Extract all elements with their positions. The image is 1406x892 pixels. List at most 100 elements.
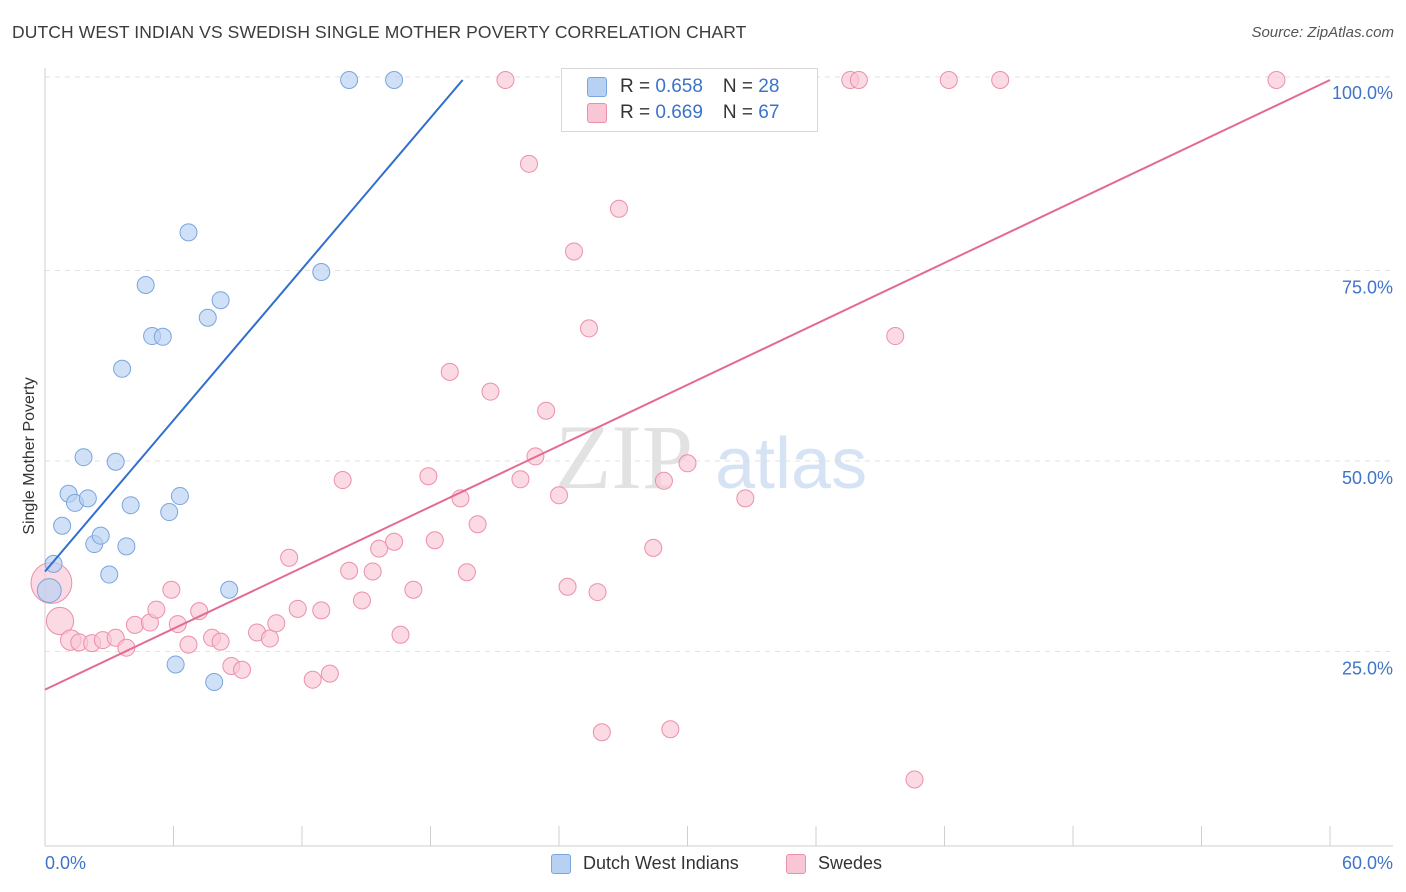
swedes-point <box>537 401 556 420</box>
swedes-point <box>905 770 924 789</box>
stats-legend: R = 0.658 N = 28 R = 0.669 N = 67 <box>561 68 818 132</box>
y-tick-label: 50.0% <box>1342 468 1393 488</box>
swedes-point <box>333 471 352 490</box>
dutch-west-indians-point <box>153 327 172 346</box>
stats-r-label: R = <box>620 102 656 123</box>
swedes-point <box>592 723 611 742</box>
dutch-west-indians-point <box>340 71 359 89</box>
dutch-west-indians-point <box>312 263 331 282</box>
stats-row-blue: R = 0.658 N = 28 <box>587 74 780 100</box>
dutch-west-indians-point <box>117 537 136 556</box>
stats-swatch-blue <box>587 77 607 97</box>
dutch-west-indians-point <box>166 655 185 674</box>
swedes-point <box>991 71 1010 89</box>
chart-title: DUTCH WEST INDIAN VS SWEDISH SINGLE MOTH… <box>12 22 747 42</box>
swedes-point <box>550 486 568 505</box>
swedes-point <box>179 635 198 654</box>
swedes-point <box>644 538 663 557</box>
swedes-point <box>340 561 359 580</box>
swedes-point <box>678 454 697 473</box>
dutch-west-indians-point <box>385 71 404 89</box>
legend-swatch-pink <box>786 853 806 874</box>
dutch-west-indians-point <box>113 359 132 378</box>
legend-item-dutch-west-indians[interactable]: Dutch West Indians <box>551 853 739 874</box>
swedes-point <box>440 362 459 381</box>
legend-label: Swedes <box>818 853 883 873</box>
stats-n-value: 28 <box>758 76 780 97</box>
swedes-point <box>457 563 476 582</box>
dutch-west-indians-point <box>136 275 155 294</box>
y-tick-label: 25.0% <box>1342 659 1393 679</box>
dutch-west-indians-point <box>198 308 217 327</box>
stats-row-pink: R = 0.669 N = 67 <box>587 100 780 126</box>
swedes-point <box>511 470 530 489</box>
stats-swatch-pink <box>587 103 607 123</box>
swedes-point <box>609 199 628 218</box>
swedes-point <box>320 664 339 683</box>
swedes-point <box>125 615 144 634</box>
swedes-point <box>579 319 598 338</box>
dutch-west-indians-point <box>44 554 63 573</box>
stats-r-value: 0.658 <box>655 76 703 97</box>
swedes-point <box>558 577 577 596</box>
swedes-point <box>849 71 868 89</box>
dutch-west-indians-point <box>205 672 224 691</box>
x-tick-label: 60.0% <box>1342 853 1393 873</box>
swedes-point <box>661 720 680 739</box>
stats-r-label: R = <box>620 76 656 97</box>
axes <box>44 68 1393 847</box>
dutch-west-indians-point <box>100 565 119 584</box>
legend-swatch-blue <box>551 853 571 874</box>
legend-item-swedes[interactable]: Swedes <box>786 853 882 874</box>
swedes-point <box>147 600 166 619</box>
swedes-trend-line <box>44 79 1331 691</box>
swedes-point <box>520 154 539 173</box>
dutch-west-indians-point <box>211 291 230 310</box>
legend-label: Dutch West Indians <box>583 853 739 873</box>
swedes-point <box>267 614 286 633</box>
swedes-point <box>939 71 958 89</box>
stats-r-value: 0.669 <box>655 102 703 123</box>
swedes-point <box>404 580 423 599</box>
bottom-legend: Dutch West Indians Swedes <box>0 851 1406 879</box>
swedes-points <box>30 71 1286 789</box>
swedes-point <box>162 580 181 599</box>
swedes-point <box>260 629 279 648</box>
stats-n-label: N = <box>722 76 759 97</box>
swedes-point <box>288 599 307 618</box>
dutch-west-indians-point <box>121 496 140 515</box>
swedes-point <box>280 548 299 567</box>
swedes-point <box>363 562 382 581</box>
dutch-west-indians-point <box>78 489 97 508</box>
swedes-point <box>654 471 673 490</box>
tick-labels: 25.0% 50.0% 75.0% 100.0% 0.0% 60.0% <box>45 83 1393 873</box>
swedes-point <box>736 489 755 508</box>
dutch-west-indians-points <box>36 71 404 691</box>
dutch-west-indians-point <box>74 448 93 467</box>
swedes-point <box>481 382 500 401</box>
swedes-point <box>233 660 252 679</box>
dutch-west-indians-point <box>170 487 189 506</box>
y-tick-label: 100.0% <box>1332 83 1393 103</box>
dutch-west-indians-point <box>179 223 198 242</box>
dutch-west-indians-point <box>106 452 125 471</box>
swedes-point <box>211 632 230 651</box>
stats-n-label: N = <box>722 102 759 123</box>
swedes-point <box>352 591 371 610</box>
watermark-zip: ZIP <box>555 406 693 508</box>
y-axis-label: Single Mother Poverty <box>21 377 38 534</box>
swedes-point <box>496 71 515 89</box>
dutch-west-indians-point <box>91 526 110 545</box>
swedes-point <box>303 670 322 689</box>
trend-lines <box>44 79 1331 691</box>
swedes-point <box>312 601 331 620</box>
dutch-west-indians-trend-line <box>44 79 464 573</box>
watermark-atlas: atlas <box>715 424 867 504</box>
swedes-point <box>564 242 583 261</box>
stats-n-value: 67 <box>758 102 780 123</box>
swedes-point <box>391 625 410 644</box>
swedes-point <box>385 532 404 551</box>
dutch-west-indians-point <box>160 503 179 522</box>
swedes-point <box>588 583 607 602</box>
